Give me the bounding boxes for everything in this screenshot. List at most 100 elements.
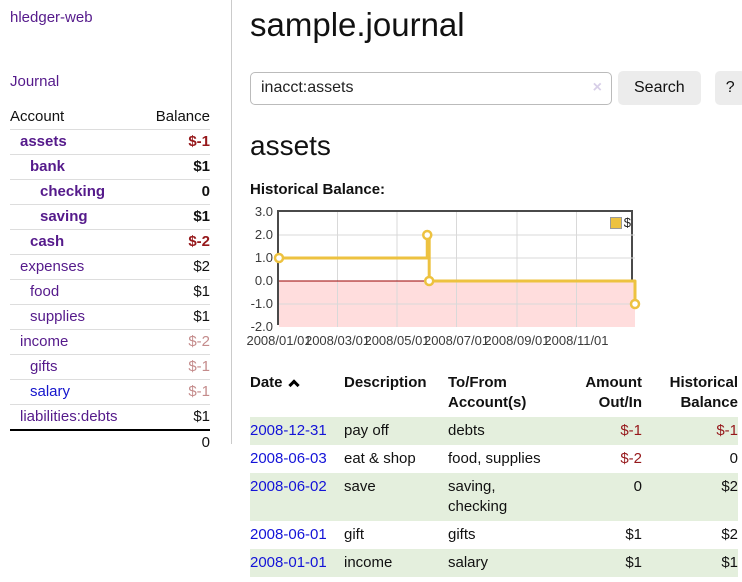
accounts-header-account: Account xyxy=(10,108,65,125)
account-row: checking 0 xyxy=(10,179,210,205)
account-row: assets $-1 xyxy=(10,129,210,155)
sidebar-account-supplies[interactable]: supplies xyxy=(30,308,86,325)
sort-asc-icon xyxy=(287,379,300,391)
chart-plot-area xyxy=(273,210,641,327)
col-amount: Amount Out/In xyxy=(585,374,642,411)
account-balance: 0 xyxy=(142,179,210,205)
sidebar-account-income[interactable]: income xyxy=(20,333,69,350)
register-amount: $1 xyxy=(625,526,642,543)
page-title: sample.journal xyxy=(250,6,465,43)
accounts-header-row: Account Balance xyxy=(10,105,210,130)
account-balance: $-1 xyxy=(142,379,210,405)
account-row: food $1 xyxy=(10,279,210,305)
account-balance: $1 xyxy=(142,154,210,180)
sidebar-account-food[interactable]: food xyxy=(30,283,60,300)
account-row: gifts $-1 xyxy=(10,354,210,380)
account-balance: $2 xyxy=(142,254,210,280)
sidebar: hledger-web Journal Account Balance asse… xyxy=(0,0,232,455)
register-accounts: salary xyxy=(448,554,489,571)
register-amount: $1 xyxy=(625,554,642,571)
account-balance: $1 xyxy=(142,304,210,330)
sidebar-account-checking[interactable]: checking xyxy=(40,183,106,200)
account-row: supplies $1 xyxy=(10,304,210,330)
register-row: 2008-01-01 income salary $1 $1 xyxy=(250,549,738,577)
sidebar-account-assets[interactable]: assets xyxy=(20,133,67,150)
x-axis-label: 2008/03/01 xyxy=(304,333,371,348)
register-balance: $2 xyxy=(721,478,738,495)
account-balance: $-2 xyxy=(142,329,210,355)
register-amount: 0 xyxy=(633,478,642,495)
date-link[interactable]: 2008-06-01 xyxy=(250,526,327,543)
nav-journal-link[interactable]: Journal xyxy=(10,73,60,90)
account-row: income $-2 xyxy=(10,329,210,355)
account-balance: $-1 xyxy=(142,129,210,155)
x-axis-label: 2008/01/01 xyxy=(246,333,312,348)
app-title-link[interactable]: hledger-web xyxy=(10,9,93,26)
y-axis-label: 0.0 xyxy=(254,273,273,288)
main-content: sample.journal × Search ? assets Histori… xyxy=(232,0,742,577)
accounts-total-row: 0 xyxy=(10,429,210,455)
register-balance: 0 xyxy=(729,450,738,467)
register-description: income xyxy=(344,554,393,571)
register-amount: $-2 xyxy=(620,450,642,467)
historical-balance-chart: 3.0 2.0 1.0 0.0 -1.0 -2.0 2008/01/01 2008/03/01… xyxy=(246,204,641,351)
account-row: liabilities:debts $1 xyxy=(10,404,210,430)
sidebar-account-salary[interactable]: salary xyxy=(30,383,71,400)
register-row: 2008-12-31 pay off debts $-1 $-1 xyxy=(250,417,738,445)
account-row: expenses $2 xyxy=(10,254,210,280)
register-header-row: Date Description To/From Account(s) Amou… xyxy=(250,369,738,417)
account-balance: $1 xyxy=(142,279,210,305)
register-amount: $-1 xyxy=(620,422,642,439)
register-table: Date Description To/From Account(s) Amou… xyxy=(250,369,738,577)
sidebar-account-liabilities-debts[interactable]: liabilities:debts xyxy=(20,408,118,425)
y-axis-label: 3.0 xyxy=(254,204,273,219)
sidebar-account-cash[interactable]: cash xyxy=(30,233,65,250)
account-row: bank $1 xyxy=(10,154,210,180)
sidebar-account-gifts[interactable]: gifts xyxy=(30,358,58,375)
x-axis-label: 2008/11/01 xyxy=(544,333,609,348)
search-box: × xyxy=(250,71,612,105)
register-accounts: food, supplies xyxy=(448,450,541,467)
y-axis-label: -1.0 xyxy=(250,296,273,311)
x-axis-label: 2008/07/01 xyxy=(423,333,490,348)
register-row: 2008-06-01 gift gifts $1 $2 xyxy=(250,521,738,549)
col-balance: Historical Balance xyxy=(669,374,738,411)
sidebar-account-expenses[interactable]: expenses xyxy=(20,258,85,275)
accounts-table: Account Balance assets $-1 bank $1 checking 0… xyxy=(10,105,210,455)
date-link[interactable]: 2008-06-02 xyxy=(250,478,327,495)
sidebar-account-bank[interactable]: bank xyxy=(30,158,66,175)
legend-swatch-icon xyxy=(609,216,622,229)
account-balance: $-2 xyxy=(142,229,210,255)
account-balance: $-1 xyxy=(142,354,210,380)
chart-title: Historical Balance: xyxy=(250,181,386,198)
register-description: eat & shop xyxy=(344,450,416,467)
account-title: assets xyxy=(250,130,331,161)
register-balance: $-1 xyxy=(716,422,738,439)
account-row: cash $-2 xyxy=(10,229,210,255)
register-description: pay off xyxy=(344,422,389,439)
search-input[interactable] xyxy=(250,71,612,105)
date-link[interactable]: 2008-12-31 xyxy=(250,422,327,439)
account-balance: $1 xyxy=(142,404,210,430)
chart-legend: $ xyxy=(609,215,631,230)
date-link[interactable]: 2008-06-03 xyxy=(250,450,327,467)
register-description: save xyxy=(344,478,376,495)
register-accounts: saving, checking xyxy=(448,478,508,515)
register-row: 2008-06-02 save saving, checking 0 $2 xyxy=(250,473,738,521)
register-accounts: debts xyxy=(448,422,485,439)
register-row: 2008-06-03 eat & shop food, supplies $-2 0 xyxy=(250,445,738,473)
register-balance: $2 xyxy=(721,526,738,543)
clear-search-icon[interactable]: × xyxy=(592,78,602,96)
col-date[interactable]: Date xyxy=(250,369,344,417)
help-button[interactable]: ? xyxy=(714,71,742,105)
search-button[interactable]: Search xyxy=(618,71,701,105)
x-axis-label: 2008/05/01 xyxy=(364,333,430,348)
register-description: gift xyxy=(344,526,365,543)
sidebar-account-saving[interactable]: saving xyxy=(40,208,88,225)
register-balance: $1 xyxy=(721,554,738,571)
account-row: saving $1 xyxy=(10,204,210,230)
register-accounts: gifts xyxy=(448,526,476,543)
search-form: × Search ? xyxy=(250,71,742,105)
date-link[interactable]: 2008-01-01 xyxy=(250,554,327,571)
